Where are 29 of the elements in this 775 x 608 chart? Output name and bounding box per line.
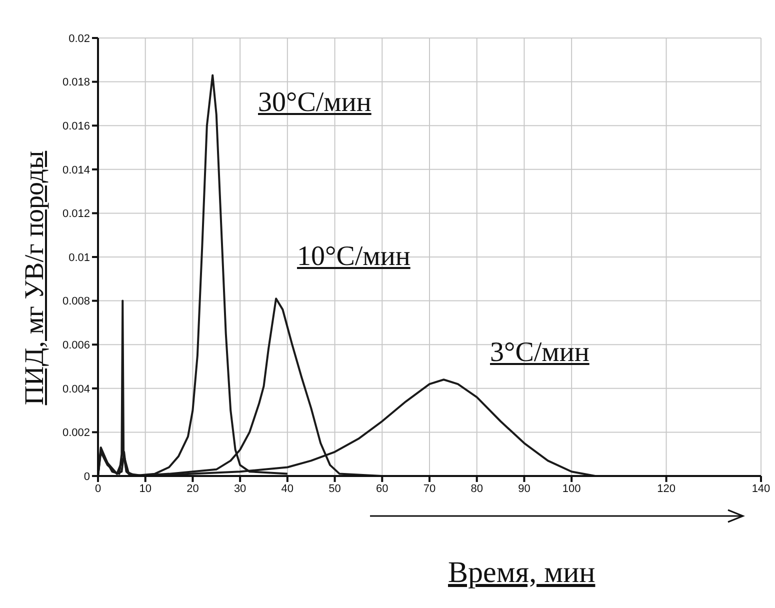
x-tick-label: 70: [423, 482, 436, 495]
y-tick-label: 0: [84, 470, 90, 483]
x-tick-label: 20: [186, 482, 199, 495]
x-tick-label: 90: [518, 482, 530, 495]
annotation: 10°C/мин: [297, 240, 410, 274]
annotation: 3°C/мин: [490, 336, 590, 370]
x-tick-label: 10: [139, 482, 152, 495]
x-tick-label: 60: [376, 482, 388, 495]
y-tick-label: 0.02: [68, 32, 90, 45]
y-tick-label: 0.002: [62, 427, 90, 440]
x-tick-label: 120: [657, 482, 676, 495]
x-tick-label: 40: [281, 482, 294, 495]
y-tick-label: 0.006: [62, 340, 90, 352]
y-tick-label: 0.008: [62, 296, 90, 308]
x-tick-label: 0: [94, 482, 102, 495]
x-tick-label: 30: [234, 482, 246, 495]
x-tick-label: 140: [752, 482, 770, 495]
x-tick-label: 80: [470, 482, 483, 495]
y-tick-label: 0.01: [68, 252, 90, 264]
x-tick-label: 50: [328, 482, 341, 495]
x-axis-title: Время, мин: [448, 556, 596, 590]
y-tick-label: 0.014: [62, 164, 90, 176]
y-tick-label: 0.016: [62, 120, 90, 133]
x-tick-label: 100: [562, 482, 581, 495]
annotation: 30°C/мин: [258, 86, 372, 120]
y-tick-label: 0.018: [62, 76, 90, 89]
y-axis-title: ПИД, мг УВ/г породы: [18, 150, 50, 406]
y-tick-label: 0.004: [62, 383, 90, 396]
y-tick-label: 0.012: [62, 208, 90, 220]
